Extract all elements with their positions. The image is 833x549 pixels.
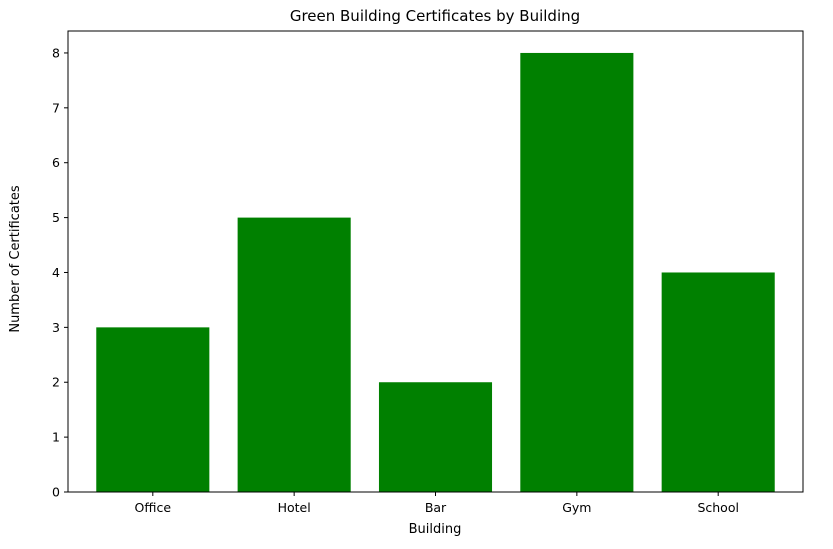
y-tick-label: 2 <box>52 375 60 390</box>
x-axis-label: Building <box>409 522 462 537</box>
x-tick-label: Hotel <box>278 500 311 515</box>
bar-office <box>96 327 210 492</box>
y-tick-label: 5 <box>52 210 60 225</box>
y-axis-label: Number of Certificates <box>8 185 23 333</box>
plot-frame <box>67 30 804 493</box>
y-tick-label: 3 <box>52 320 60 335</box>
bar-bar <box>378 382 493 492</box>
y-tick-label: 6 <box>52 155 60 170</box>
y-tick-label: 1 <box>52 430 60 445</box>
x-tick-label: School <box>697 500 739 515</box>
y-tick-label: 0 <box>52 485 60 500</box>
bar-school <box>661 272 775 492</box>
bar-hotel <box>237 217 351 492</box>
y-tick-label: 7 <box>52 100 60 115</box>
x-tick-label: Bar <box>425 500 447 515</box>
y-tick-label: 4 <box>52 265 60 280</box>
plot-area: 0 1 2 3 4 5 6 7 8 Office Hotel Bar Gym School <box>52 30 804 515</box>
x-tick-label: Gym <box>562 500 591 515</box>
y-tick-label: 8 <box>52 45 60 60</box>
x-tick-label: Office <box>135 500 172 515</box>
chart-title: Green Building Certificates by Building <box>290 7 580 25</box>
bar-gym <box>520 52 634 492</box>
